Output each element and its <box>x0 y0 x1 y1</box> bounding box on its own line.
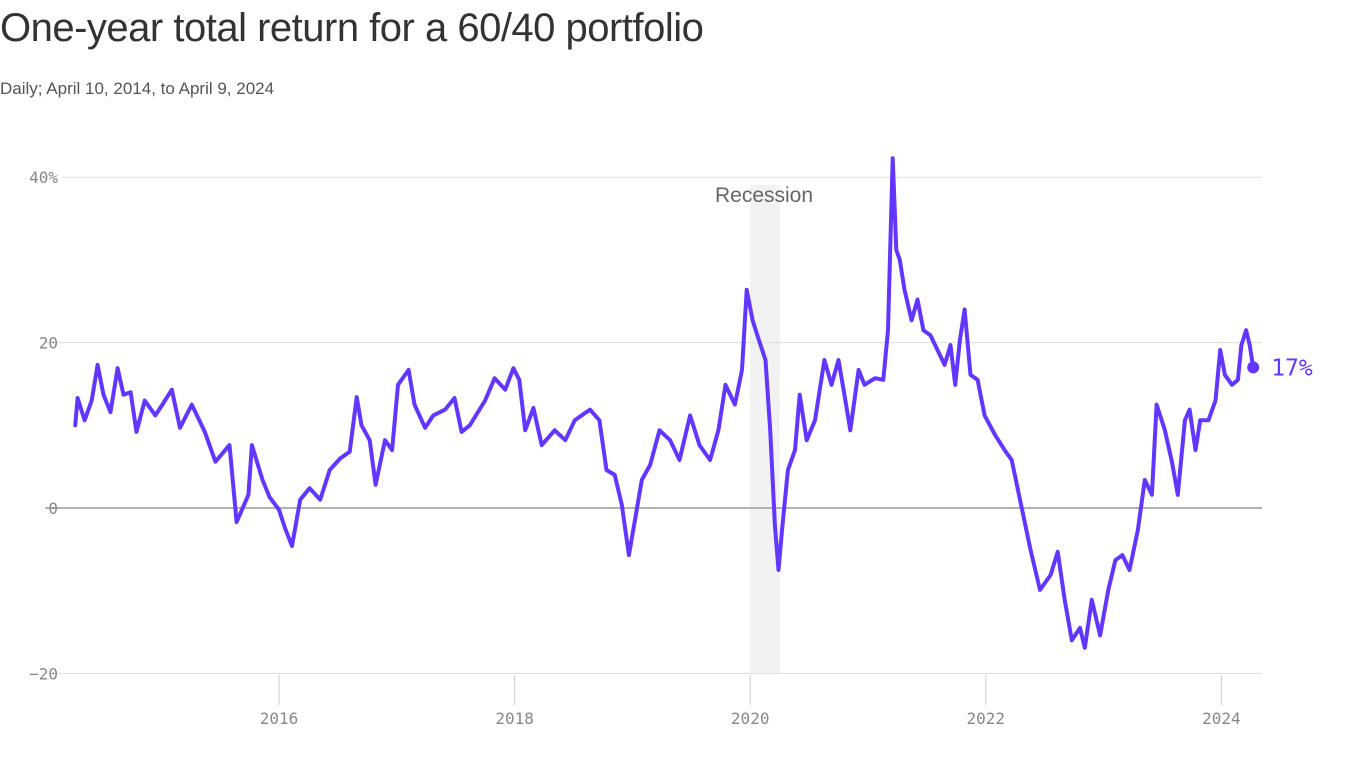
x-tick-label: 2024 <box>1202 709 1241 728</box>
chart-title: One-year total return for a 60/40 portfo… <box>0 6 704 50</box>
y-tick-label: 20 <box>39 334 58 353</box>
x-tick-label: 2020 <box>731 709 770 728</box>
y-tick-label: 0 <box>48 499 58 518</box>
series-line-60-40-return <box>73 156 1256 650</box>
chart-subtitle: Daily; April 10, 2014, to April 9, 2024 <box>0 79 275 98</box>
end-point-marker <box>1247 361 1260 374</box>
recession-band <box>750 185 780 673</box>
y-tick-label: −20 <box>29 664 58 683</box>
recession-label: Recession <box>715 184 813 207</box>
x-tick-label: 2022 <box>967 709 1006 728</box>
y-tick-label: 40% <box>29 168 58 187</box>
x-tick-label: 2018 <box>495 709 534 728</box>
end-value-label: 17% <box>1271 355 1313 381</box>
x-tick-label: 2016 <box>260 709 299 728</box>
